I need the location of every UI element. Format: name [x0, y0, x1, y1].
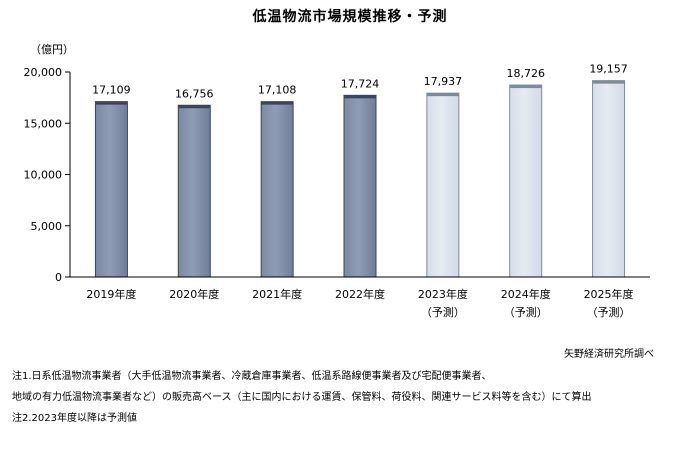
data-label: 17,937 — [424, 75, 463, 88]
data-label: 19,157 — [589, 63, 628, 76]
data-label: 16,756 — [175, 87, 214, 100]
bar-2021年度 — [260, 101, 294, 278]
x-tick-label: 2019年度 — [86, 287, 136, 301]
bar-cap — [509, 85, 542, 89]
y-axis-unit-label: （億円） — [30, 43, 74, 56]
y-axis: 0 5,000 10,000 15,000 20,000 — [24, 66, 71, 284]
y-tick-label: 5,000 — [31, 220, 63, 233]
y-tick-label: 20,000 — [24, 66, 63, 79]
footnotes: 注1.日系低温物流事業者（大手低温物流事業者、冷蔵倉庫事業者、低温系路線便事業者… — [12, 366, 692, 429]
chart-title: 低温物流市場規模推移・予測 — [252, 9, 448, 25]
footnote-1-continued: 地域の有力低温物流事業者など）の販売高ベース（主に国内における運賃、保管料、荷役… — [12, 392, 592, 403]
bar-2020年度 — [177, 104, 211, 278]
bar-2022年度 — [343, 94, 377, 278]
y-tick-label: 15,000 — [24, 117, 63, 130]
y-tick-label: 10,000 — [24, 169, 63, 182]
footnote-1: 注1.日系低温物流事業者（大手低温物流事業者、冷蔵倉庫事業者、低温系路線便事業者… — [12, 371, 492, 382]
x-tick-label: 2024年度 — [501, 287, 551, 301]
bar-cap — [95, 101, 128, 105]
data-label: 17,108 — [258, 84, 297, 97]
bar-2023年度 — [426, 92, 460, 278]
bar-2019年度 — [94, 101, 128, 278]
bar-2024年度 — [509, 84, 543, 278]
x-tick-label: 2021年度 — [252, 287, 302, 301]
bars: 17,109 16,756 17,108 17,724 17,937 18,726 19,1… — [92, 63, 628, 278]
y-tick-label: 0 — [55, 271, 62, 284]
x-tick-sublabel: （予測） — [587, 305, 631, 319]
bar-chart: （億円） 0 5,000 10,000 15,000 20,000 17,109 16,7… — [24, 43, 650, 319]
source-credit: 矢野経済研究所調べ — [564, 349, 654, 360]
chart-area: （億円） 0 5,000 10,000 15,000 20,000 17,109 16,7… — [24, 43, 650, 319]
x-tick-label: 2022年度 — [335, 287, 385, 301]
x-tick-sublabel: （予測） — [504, 305, 548, 319]
x-tick-label: 2023年度 — [418, 287, 468, 301]
x-tick-label: 2020年度 — [169, 287, 219, 301]
data-label: 18,726 — [506, 67, 545, 80]
x-axis: 2019年度 2020年度 2021年度 2022年度 2023年度 （予測） 2024年度… — [70, 276, 650, 319]
bar-cap — [261, 101, 294, 105]
footnote-2: 注2.2023年度以降は予測値 — [12, 413, 137, 424]
bar-cap — [344, 95, 376, 99]
bar-cap — [426, 93, 459, 97]
bar-cap — [178, 105, 211, 109]
bar-2025年度 — [592, 80, 626, 278]
data-label: 17,109 — [92, 84, 131, 97]
data-label: 17,724 — [341, 77, 380, 90]
x-tick-label: 2025年度 — [584, 287, 634, 301]
bar-cap — [592, 80, 625, 84]
x-tick-sublabel: （予測） — [421, 305, 465, 319]
